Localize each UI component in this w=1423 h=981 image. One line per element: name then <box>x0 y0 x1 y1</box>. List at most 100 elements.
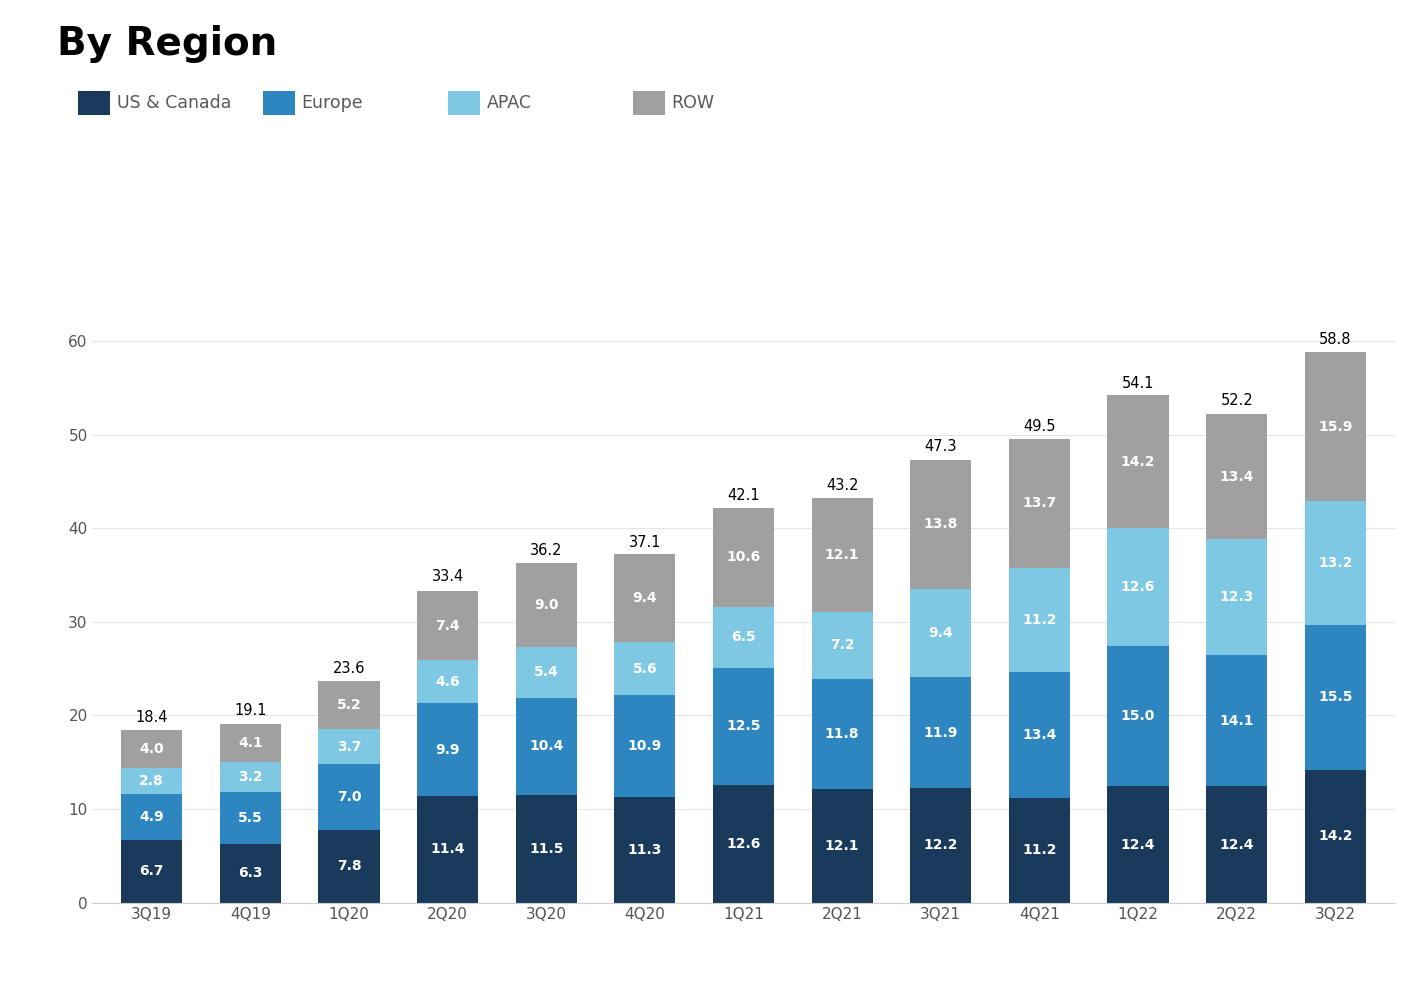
Bar <box>1305 352 1366 501</box>
Bar <box>121 794 182 840</box>
Text: 2.8: 2.8 <box>139 774 164 788</box>
Bar <box>1305 770 1366 903</box>
Text: 11.9: 11.9 <box>924 726 958 740</box>
Text: 15.9: 15.9 <box>1318 420 1352 434</box>
Bar <box>319 681 380 730</box>
Text: US & Canada: US & Canada <box>117 94 231 112</box>
Text: 19.1: 19.1 <box>233 703 266 718</box>
Text: 11.4: 11.4 <box>430 842 465 856</box>
Text: 12.4: 12.4 <box>1121 838 1155 852</box>
Bar <box>911 460 972 589</box>
Bar <box>615 554 676 643</box>
Text: 5.5: 5.5 <box>238 811 263 825</box>
Text: 7.0: 7.0 <box>337 790 361 803</box>
Text: 9.0: 9.0 <box>534 598 558 612</box>
Bar <box>811 790 872 903</box>
Text: 12.6: 12.6 <box>726 837 761 851</box>
Bar <box>713 607 774 668</box>
Bar <box>713 668 774 785</box>
Text: 43.2: 43.2 <box>825 478 858 492</box>
Text: 3.7: 3.7 <box>337 740 361 753</box>
Bar <box>515 795 576 903</box>
Text: 14.2: 14.2 <box>1121 455 1155 469</box>
Bar <box>417 796 478 903</box>
Text: 18.4: 18.4 <box>135 709 168 725</box>
Text: 36.2: 36.2 <box>529 543 562 558</box>
Text: 13.4: 13.4 <box>1220 470 1254 484</box>
Bar <box>1107 528 1168 646</box>
Text: 52.2: 52.2 <box>1221 393 1254 408</box>
Bar <box>615 695 676 797</box>
Text: 4.1: 4.1 <box>238 736 263 750</box>
Text: 12.1: 12.1 <box>825 839 859 852</box>
Text: 5.6: 5.6 <box>633 661 657 676</box>
Text: 10.6: 10.6 <box>726 550 761 564</box>
Bar <box>713 785 774 903</box>
Bar <box>1107 646 1168 787</box>
Text: 37.1: 37.1 <box>629 535 662 549</box>
Text: 7.2: 7.2 <box>830 639 854 652</box>
Bar <box>1305 625 1366 770</box>
Bar <box>319 830 380 903</box>
Text: 4.6: 4.6 <box>435 675 460 689</box>
Text: 11.2: 11.2 <box>1022 843 1057 857</box>
Text: 3.2: 3.2 <box>238 770 263 784</box>
Text: 47.3: 47.3 <box>925 439 958 454</box>
Bar <box>811 498 872 611</box>
Text: 14.1: 14.1 <box>1220 713 1254 728</box>
Text: 6.7: 6.7 <box>139 864 164 878</box>
Text: 14.2: 14.2 <box>1318 829 1353 843</box>
Bar <box>1207 540 1268 654</box>
Text: 13.7: 13.7 <box>1022 496 1056 510</box>
Text: 11.5: 11.5 <box>529 842 564 855</box>
Bar <box>811 611 872 679</box>
Text: 33.4: 33.4 <box>431 569 464 585</box>
Text: 5.4: 5.4 <box>534 665 559 679</box>
Text: 4.9: 4.9 <box>139 810 164 824</box>
Bar <box>811 679 872 790</box>
Text: 12.5: 12.5 <box>726 719 761 733</box>
Bar <box>219 792 280 844</box>
Bar <box>219 724 280 762</box>
Text: 11.8: 11.8 <box>825 727 859 741</box>
Text: 7.8: 7.8 <box>337 859 361 873</box>
Bar <box>417 660 478 703</box>
Bar <box>713 507 774 607</box>
Bar <box>417 703 478 796</box>
Text: 12.2: 12.2 <box>924 839 958 852</box>
Bar <box>911 677 972 789</box>
Text: 7.4: 7.4 <box>435 619 460 633</box>
Text: 10.9: 10.9 <box>628 739 662 752</box>
Text: 4.0: 4.0 <box>139 742 164 756</box>
Text: 15.5: 15.5 <box>1318 690 1353 704</box>
Text: 12.4: 12.4 <box>1220 838 1254 852</box>
Text: 11.3: 11.3 <box>628 843 662 856</box>
Text: 12.3: 12.3 <box>1220 590 1254 604</box>
Bar <box>219 762 280 792</box>
Text: 5.2: 5.2 <box>337 698 361 712</box>
Text: 9.4: 9.4 <box>633 592 657 605</box>
Bar <box>515 697 576 795</box>
Text: 58.8: 58.8 <box>1319 332 1352 346</box>
Bar <box>1107 395 1168 528</box>
Bar <box>1207 414 1268 540</box>
Bar <box>515 647 576 697</box>
Bar <box>515 563 576 647</box>
Bar <box>1009 568 1070 672</box>
Text: 13.2: 13.2 <box>1318 556 1352 570</box>
Bar <box>1207 654 1268 787</box>
Bar <box>1009 798 1070 903</box>
Text: 54.1: 54.1 <box>1121 376 1154 390</box>
Bar <box>319 730 380 764</box>
Bar <box>121 840 182 903</box>
Text: 15.0: 15.0 <box>1121 709 1155 723</box>
Bar <box>417 591 478 660</box>
Text: 12.6: 12.6 <box>1121 580 1155 594</box>
Text: APAC: APAC <box>487 94 532 112</box>
Text: 23.6: 23.6 <box>333 661 366 676</box>
Text: By Region: By Region <box>57 25 277 63</box>
Bar <box>1009 439 1070 568</box>
Bar <box>121 768 182 794</box>
Bar <box>1107 787 1168 903</box>
Text: 9.9: 9.9 <box>435 743 460 756</box>
